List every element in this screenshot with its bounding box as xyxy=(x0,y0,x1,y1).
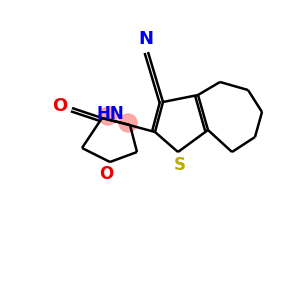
Circle shape xyxy=(99,107,117,125)
Text: O: O xyxy=(52,97,68,115)
Circle shape xyxy=(119,114,137,132)
Text: O: O xyxy=(99,165,113,183)
Text: N: N xyxy=(139,30,154,48)
Text: HN: HN xyxy=(96,105,124,123)
Text: S: S xyxy=(174,156,186,174)
